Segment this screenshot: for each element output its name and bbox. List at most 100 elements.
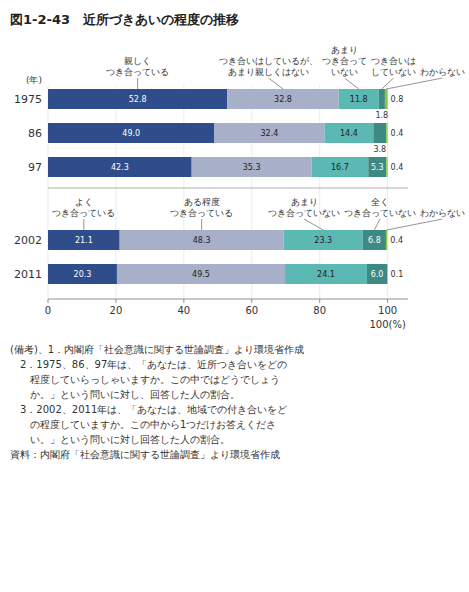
- annotation: つき合いはしているが、あまり親しくはない: [219, 56, 318, 77]
- bars: [48, 89, 388, 284]
- tick-mark: [319, 299, 320, 303]
- bar-segment: [48, 264, 117, 284]
- category-label: 86: [28, 127, 42, 140]
- bar-segment: [48, 230, 120, 250]
- annotation: わからない: [420, 67, 465, 77]
- data-label: 11.8: [350, 95, 368, 104]
- annotation: あまりつき合っていない: [322, 45, 367, 77]
- data-label: 35.3: [243, 163, 261, 172]
- bar-segment: [367, 264, 387, 284]
- data-label: 24.1: [317, 270, 335, 279]
- bar-segment: [312, 157, 369, 177]
- tick-mark: [183, 299, 184, 303]
- annotation-leader: [83, 219, 84, 230]
- tick-label: 100: [378, 305, 397, 316]
- note: (備考)、1．内閣府「社会意識に関する世論調査」より環境省作成: [10, 344, 304, 355]
- note: 2．1975、86、97年は、「あなたは、近所つき合いをどの: [10, 359, 287, 370]
- tick-label: 0: [45, 305, 51, 316]
- tick-mark: [48, 299, 49, 303]
- bar-segment: [227, 89, 338, 109]
- bar-segment: [373, 123, 386, 143]
- data-label: 21.1: [75, 236, 93, 245]
- bar-segment: [363, 230, 386, 250]
- data-label: 5.3: [371, 163, 384, 172]
- bar-segment: [214, 123, 324, 143]
- tick-label: 20: [110, 305, 123, 316]
- tick-label: 40: [177, 305, 190, 316]
- data-label: 52.8: [129, 95, 147, 104]
- tick-mark: [115, 299, 116, 303]
- bar-segment: [339, 89, 379, 109]
- x-axis: [48, 299, 408, 300]
- bar-segment: [48, 157, 192, 177]
- title: 図1-2-43 近所づきあいの程度の推移: [10, 12, 239, 27]
- data-label: 1.8: [375, 111, 388, 120]
- data-label: 3.8: [373, 145, 386, 154]
- leaders: [84, 78, 443, 230]
- bar-segment: [48, 89, 227, 109]
- category-label: 2002: [14, 234, 42, 247]
- tick-label: 80: [313, 305, 326, 316]
- note: 3．2002、2011年は、「あなたは、地域での付き合いをど: [10, 404, 287, 415]
- data-label: 23.3: [314, 236, 332, 245]
- source: 資料：内閣府「社会意識に関する世論調査」より環境省作成: [10, 449, 280, 460]
- annotation-leader: [137, 78, 138, 89]
- annotation: わからない: [420, 208, 465, 218]
- annotation-leader: [201, 219, 202, 230]
- category-label: 97: [28, 161, 42, 174]
- bar-segment: [192, 157, 312, 177]
- data-label: 32.8: [274, 95, 292, 104]
- note: い。」という問いに対し回答した人の割合。: [10, 434, 230, 445]
- data-label: 6.0: [371, 270, 384, 279]
- bar-segment: [368, 157, 386, 177]
- tick-label: 60: [245, 305, 258, 316]
- annotation-leader: [387, 219, 443, 230]
- category-label: 2011: [14, 268, 42, 281]
- bar-segment: [387, 264, 388, 284]
- data-label: 0.8: [391, 95, 404, 104]
- annotation: ある程度つき合っている: [170, 197, 233, 218]
- annotation: 親しくつき合っている: [106, 56, 169, 77]
- note: か。」という問いに対し、回答した人の割合。: [10, 389, 240, 400]
- annotation: あまりつき合っていない: [268, 197, 340, 218]
- data-label: 6.8: [368, 236, 381, 245]
- annotation: よくつき合っている: [52, 197, 115, 218]
- bar-segment: [386, 123, 387, 143]
- bar-segment: [324, 123, 373, 143]
- bar-segment: [385, 89, 388, 109]
- data-label: 49.0: [122, 129, 140, 138]
- group-separator: [48, 188, 408, 189]
- data-label: 49.5: [192, 270, 210, 279]
- annotation-leader: [345, 78, 359, 89]
- annotation-leader: [386, 78, 442, 89]
- data-label: 42.3: [111, 163, 129, 172]
- bar-segment: [379, 89, 385, 109]
- annotation-leader: [304, 219, 323, 230]
- data-label: 0.4: [391, 129, 404, 138]
- category-label: 1975: [14, 93, 42, 106]
- labels: 親しくつき合っているつき合いはしているが、あまり親しくはないあまりつき合っていな…: [14, 45, 465, 281]
- annotation-leader: [382, 78, 394, 89]
- grid: [48, 85, 388, 299]
- data-label: 0.4: [391, 163, 404, 172]
- axis-label: 100(%): [369, 319, 405, 330]
- bar-segment: [120, 230, 284, 250]
- bar-segment: [48, 123, 214, 143]
- note: の程度していますか。この中から1つだけお答えくださ: [10, 419, 276, 430]
- annotation: つき合いはしていない: [371, 56, 416, 77]
- bar-segment: [386, 157, 387, 177]
- axis-label: (年): [26, 75, 42, 85]
- note: 程度していらっしゃいますか。この中ではどうでしょう: [10, 374, 280, 385]
- bar-segment: [386, 230, 387, 250]
- data-label: 16.7: [331, 163, 349, 172]
- data-label: 14.4: [340, 129, 358, 138]
- annotation: 全くつき合っていない: [344, 197, 416, 218]
- annotation-leader: [374, 219, 380, 230]
- annotation-leader: [269, 78, 284, 89]
- data-label: 20.3: [74, 270, 92, 279]
- bar-segment: [285, 264, 367, 284]
- background: [0, 0, 469, 592]
- bar-segment: [117, 264, 285, 284]
- chart: 図1-2-43 近所づきあいの程度の推移親しくつき合っている つき合いはしているが…: [0, 0, 469, 592]
- data-label: 32.4: [261, 129, 279, 138]
